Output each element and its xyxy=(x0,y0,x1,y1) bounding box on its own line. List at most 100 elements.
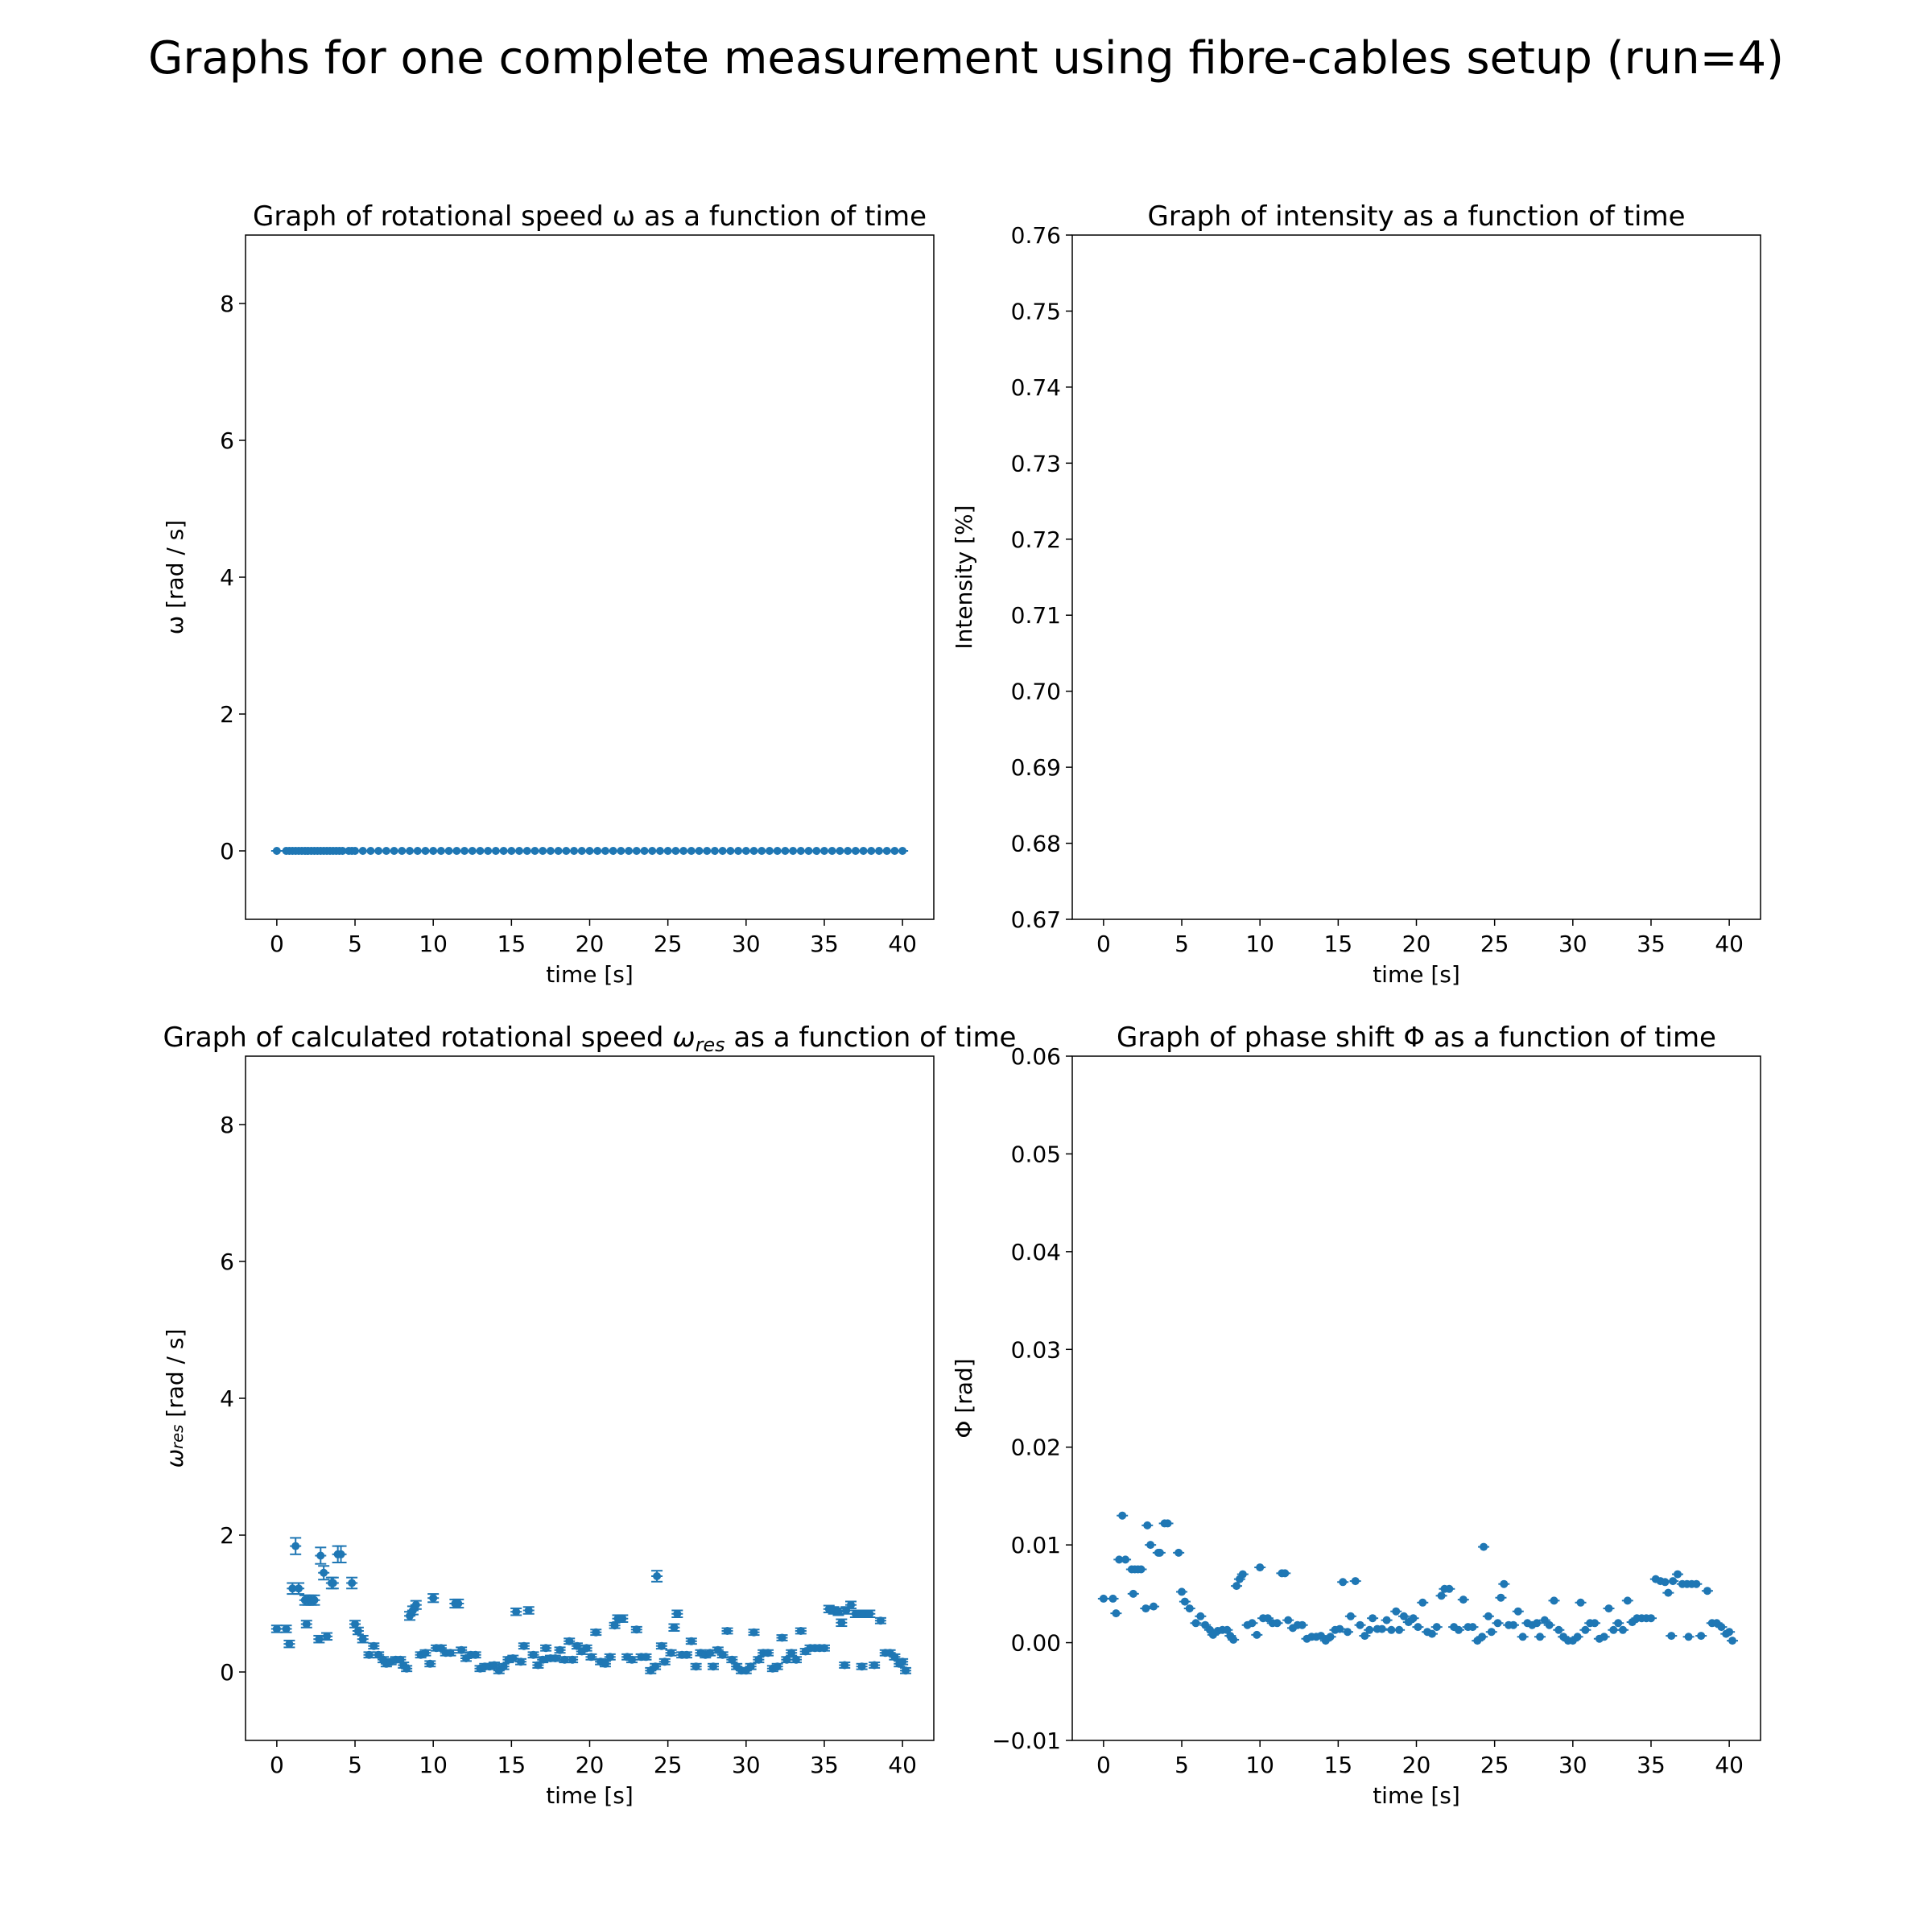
y-axis-label: Φ [rad] xyxy=(951,1358,977,1438)
data-point xyxy=(1344,1628,1352,1637)
data-point xyxy=(1281,1569,1290,1578)
y-tick-label: 0.76 xyxy=(1011,222,1061,249)
data-point xyxy=(530,847,539,855)
data-point xyxy=(499,1662,508,1671)
data-point xyxy=(539,847,547,855)
data-point xyxy=(682,1650,691,1659)
data-point xyxy=(1256,1563,1265,1572)
data-point xyxy=(429,1594,438,1603)
data-point xyxy=(351,1620,360,1629)
data-point xyxy=(1459,1596,1468,1604)
x-tick-label: 30 xyxy=(732,931,761,957)
data-point xyxy=(509,1654,518,1662)
axes-frame xyxy=(245,1055,935,1741)
data-point xyxy=(374,847,383,855)
data-point xyxy=(546,847,555,855)
data-point xyxy=(446,1649,455,1657)
data-point xyxy=(1238,1570,1247,1579)
data-point xyxy=(1360,1632,1369,1641)
data-point xyxy=(1533,1619,1542,1628)
data-point xyxy=(529,1650,538,1659)
data-point xyxy=(338,847,347,855)
data-point xyxy=(1180,1597,1189,1606)
y-tick-label: 8 xyxy=(220,291,234,317)
chart-panel-intensity: 0 5 10 15 20 25 30 35 40 0.67 0.68 0.69 0.70 0.71 0.72… xyxy=(951,200,1761,988)
data-point xyxy=(1432,1623,1441,1632)
data-point xyxy=(1137,1565,1146,1574)
x-tick-label: 10 xyxy=(1245,1752,1274,1778)
x-tick-label: 30 xyxy=(1558,1752,1587,1778)
data-point xyxy=(382,847,390,855)
data-point xyxy=(291,1542,300,1550)
data-point xyxy=(617,847,625,855)
x-tick-label: 25 xyxy=(1480,931,1509,957)
data-point xyxy=(1418,1598,1427,1607)
data-point xyxy=(1623,1596,1632,1605)
data-point xyxy=(1346,1612,1355,1620)
data-point xyxy=(754,1655,763,1664)
x-tick-label: 25 xyxy=(1480,1752,1509,1778)
y-tick-label: 0.72 xyxy=(1011,526,1061,553)
data-point xyxy=(1185,1604,1194,1613)
data-point xyxy=(749,847,758,855)
data-point xyxy=(648,847,657,855)
data-point xyxy=(671,847,680,855)
x-tick-label: 10 xyxy=(419,931,448,957)
y-axis-label: ωres [rad / s] xyxy=(162,1329,188,1468)
data-point xyxy=(749,1628,758,1637)
data-point xyxy=(1155,1548,1164,1557)
y-tick-label: 0.04 xyxy=(1011,1239,1061,1265)
x-tick-label: 40 xyxy=(888,931,917,957)
x-tick-label: 0 xyxy=(1096,931,1111,957)
data-point xyxy=(865,1609,874,1618)
data-point xyxy=(765,847,774,855)
data-point xyxy=(1108,1594,1117,1603)
data-point xyxy=(1550,1596,1558,1605)
data-point xyxy=(804,847,813,855)
data-point xyxy=(601,847,609,855)
data-point xyxy=(295,1584,303,1593)
data-point xyxy=(1728,1637,1737,1645)
data-point xyxy=(1468,1623,1477,1632)
data-point xyxy=(778,1633,786,1642)
data-point xyxy=(499,847,508,855)
data-point xyxy=(272,1624,281,1633)
data-point xyxy=(429,847,438,855)
data-point xyxy=(618,1614,627,1623)
data-point xyxy=(605,1653,614,1662)
x-axis-label: time [s] xyxy=(1373,961,1460,988)
data-point xyxy=(436,847,445,855)
data-point xyxy=(1174,1548,1183,1557)
data-point xyxy=(764,1649,773,1657)
data-point xyxy=(709,1662,718,1671)
x-tick-label: 35 xyxy=(810,931,839,957)
data-point xyxy=(592,1628,601,1637)
x-tick-label: 10 xyxy=(419,1752,448,1778)
data-point xyxy=(655,847,664,855)
data-point xyxy=(282,1624,291,1633)
data-point xyxy=(1496,1593,1505,1602)
data-point xyxy=(741,847,750,855)
data-point xyxy=(585,847,594,855)
data-point xyxy=(787,1649,796,1657)
data-point xyxy=(723,1627,732,1635)
data-point xyxy=(1445,1584,1454,1593)
data-series-omega xyxy=(270,847,909,855)
data-point xyxy=(728,1655,737,1664)
data-point xyxy=(673,1609,682,1618)
data-point xyxy=(844,847,852,855)
data-point xyxy=(1437,1591,1446,1600)
data-point xyxy=(695,847,704,855)
y-axis-label: ω [rad / s] xyxy=(162,520,188,634)
data-point xyxy=(687,1637,696,1645)
chart-title: Graph of phase shift Φ as a function of … xyxy=(1117,1022,1716,1054)
y-tick-label: 0.06 xyxy=(1011,1043,1061,1070)
data-point xyxy=(902,1666,910,1675)
data-point xyxy=(457,1645,466,1654)
y-tick-label: 0.71 xyxy=(1011,602,1061,629)
data-series-phase xyxy=(1097,1511,1739,1645)
data-point xyxy=(1478,1633,1487,1641)
data-point xyxy=(1163,1519,1172,1528)
data-point xyxy=(1339,1578,1348,1587)
